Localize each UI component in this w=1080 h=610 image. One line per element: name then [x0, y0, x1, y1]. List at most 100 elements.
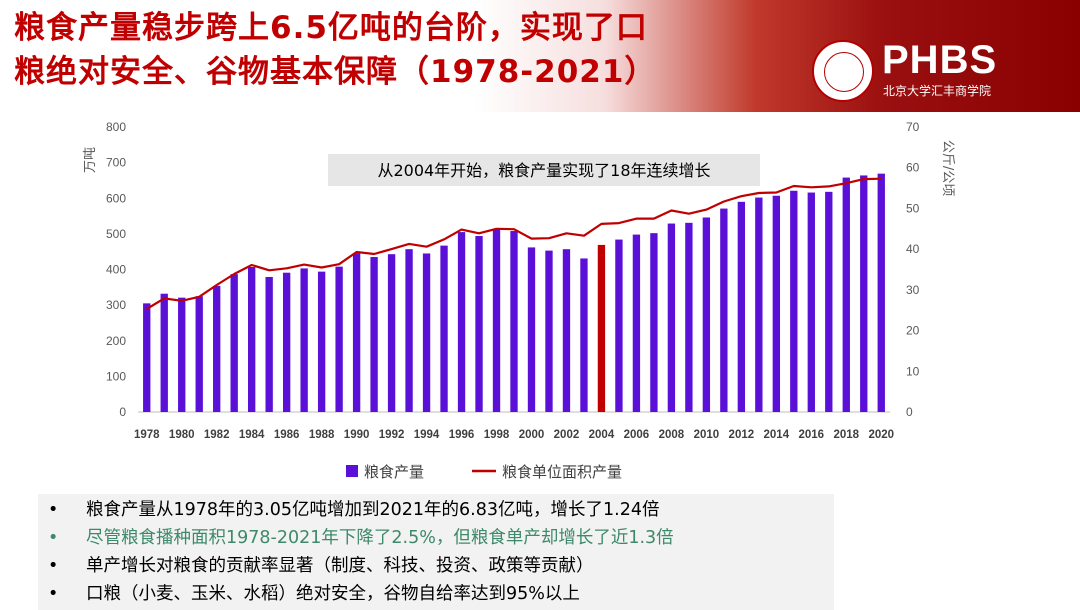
bullet-text: 口粮（小麦、玉米、水稻）绝对安全，谷物自给率达到95%以上 [86, 584, 580, 604]
bar [650, 233, 658, 412]
legend-bar-swatch [346, 465, 358, 477]
university-seal-logo [812, 40, 874, 102]
bar [755, 197, 763, 412]
bullet-item: • 单产增长对粮食的贡献率显著（制度、科技、投资、政策等贡献） [46, 552, 826, 580]
x-tick-label: 2014 [764, 429, 790, 441]
bar [178, 297, 186, 412]
x-tick-label: 2008 [659, 429, 685, 441]
bar [335, 266, 343, 412]
bar [510, 231, 518, 412]
bullet-item: • 口粮（小麦、玉米、水稻）绝对安全，谷物自给率达到95%以上 [46, 580, 826, 608]
bar [475, 236, 483, 412]
bar [527, 247, 536, 412]
bar [842, 177, 850, 412]
bar [160, 293, 168, 412]
bar [807, 192, 815, 412]
y-right-tick-label: 20 [906, 324, 920, 338]
bar [580, 258, 588, 412]
series-line [146, 177, 882, 310]
bar [615, 239, 623, 412]
bar [282, 272, 291, 412]
x-tick-label: 1990 [344, 429, 370, 441]
annotation-box [328, 154, 760, 186]
bar [422, 253, 431, 412]
bar [405, 249, 413, 412]
x-tick-label: 1978 [134, 429, 160, 441]
bullet-list: • 粮食产量从1978年的3.05亿吨增加到2021年的6.83亿吨，增长了1.2… [38, 494, 834, 610]
x-tick-label: 1982 [204, 429, 230, 441]
bar [720, 208, 728, 412]
bullet-text: 粮食产量从1978年的3.05亿吨增加到2021年的6.83亿吨，增长了1.24… [86, 500, 660, 520]
y-right-tick-label: 0 [906, 405, 913, 419]
bar [597, 244, 606, 412]
bar [143, 303, 151, 412]
x-tick-label: 2012 [729, 429, 755, 441]
x-tick-label: 2018 [833, 429, 859, 441]
page-title: 粮食产量稳步跨上6.5亿吨的台阶，实现了口 粮绝对安全、谷物基本保障（1978-… [14, 6, 656, 94]
x-tick-label: 1996 [449, 429, 475, 441]
x-tick-label: 1980 [169, 429, 195, 441]
y-left-tick-label: 200 [106, 334, 126, 348]
y-right-tick-label: 70 [906, 120, 920, 134]
bullet-text: 单产增长对粮食的贡献率显著（制度、科技、投资、政策等贡献） [86, 556, 594, 576]
bar [667, 223, 676, 412]
x-tick-label: 1984 [239, 429, 265, 441]
chart-legend: 粮食产量 粮食单位面积产量 [346, 463, 622, 481]
annotation-text: 从2004年开始，粮食产量实现了18年连续增长 [377, 161, 710, 180]
y-left-tick-label: 0 [119, 405, 126, 419]
bullet-item: • 粮食产量从1978年的3.05亿吨增加到2021年的6.83亿吨，增长了1.2… [46, 496, 826, 524]
bar [352, 253, 361, 412]
x-tick-label: 2006 [624, 429, 650, 441]
bar [195, 296, 203, 412]
bar [265, 276, 273, 412]
bar [457, 232, 466, 412]
y-right-tick-label: 40 [906, 242, 920, 256]
title-banner [0, 0, 1080, 112]
title-line-2: 粮绝对安全、谷物基本保障（1978-2021） [14, 54, 657, 90]
y-left-tick-label: 800 [106, 120, 126, 134]
calligraphy-mark [1018, 40, 1046, 102]
x-tick-label: 1994 [414, 429, 440, 441]
y-right-tick-label: 30 [906, 283, 920, 297]
bar [248, 267, 256, 412]
bar [790, 190, 798, 412]
brand-subtitle: 北京大学汇丰商学院 [883, 84, 992, 98]
bar [300, 268, 308, 412]
y-left-tick-label: 300 [106, 298, 126, 312]
bar [370, 257, 378, 412]
y-right-tick-label: 60 [906, 161, 920, 175]
x-tick-label: 1988 [309, 429, 335, 441]
grain-chart: 0 100 200 300 400 500 600 700 800 0 10 20 30 40 50 60 70… [83, 120, 955, 441]
bar [702, 217, 711, 412]
bar [545, 250, 553, 412]
y-left-tick-label: 600 [106, 191, 126, 205]
y-right-tick-label: 10 [906, 364, 920, 378]
legend-line-label: 粮食单位面积产量 [502, 463, 622, 481]
title-line-1: 粮食产量稳步跨上6.5亿吨的台阶，实现了口 [14, 10, 648, 46]
bullet-dot-icon: • [48, 500, 59, 520]
bar [213, 285, 221, 412]
bullet-dot-icon: • [48, 584, 59, 604]
bullet-text: 尽管粮食播种面积1978-2021年下降了2.5%，但粮食单产却增长了近1.3倍 [86, 528, 674, 548]
bar [492, 229, 501, 412]
y-left-tick-label: 700 [106, 156, 126, 170]
x-tick-label: 2016 [799, 429, 825, 441]
x-tick-label: 1986 [274, 429, 300, 441]
y-left-tick-label: 400 [106, 263, 126, 277]
bar [685, 222, 693, 412]
bar [825, 191, 833, 412]
bar [632, 234, 641, 412]
y-right-tick-label: 50 [906, 201, 920, 215]
x-tick-label: 2010 [694, 429, 720, 441]
bar [772, 195, 780, 412]
legend-bar-label: 粮食产量 [364, 463, 424, 481]
x-tick-label: 2002 [554, 429, 580, 441]
bar [737, 201, 746, 412]
bullet-dot-icon: • [48, 556, 59, 576]
bar [317, 271, 326, 412]
y-left-tick-label: 100 [106, 369, 126, 383]
bar [440, 245, 448, 412]
bullet-dot-icon: • [48, 528, 59, 548]
x-tick-label: 1998 [484, 429, 510, 441]
bar [877, 173, 885, 412]
